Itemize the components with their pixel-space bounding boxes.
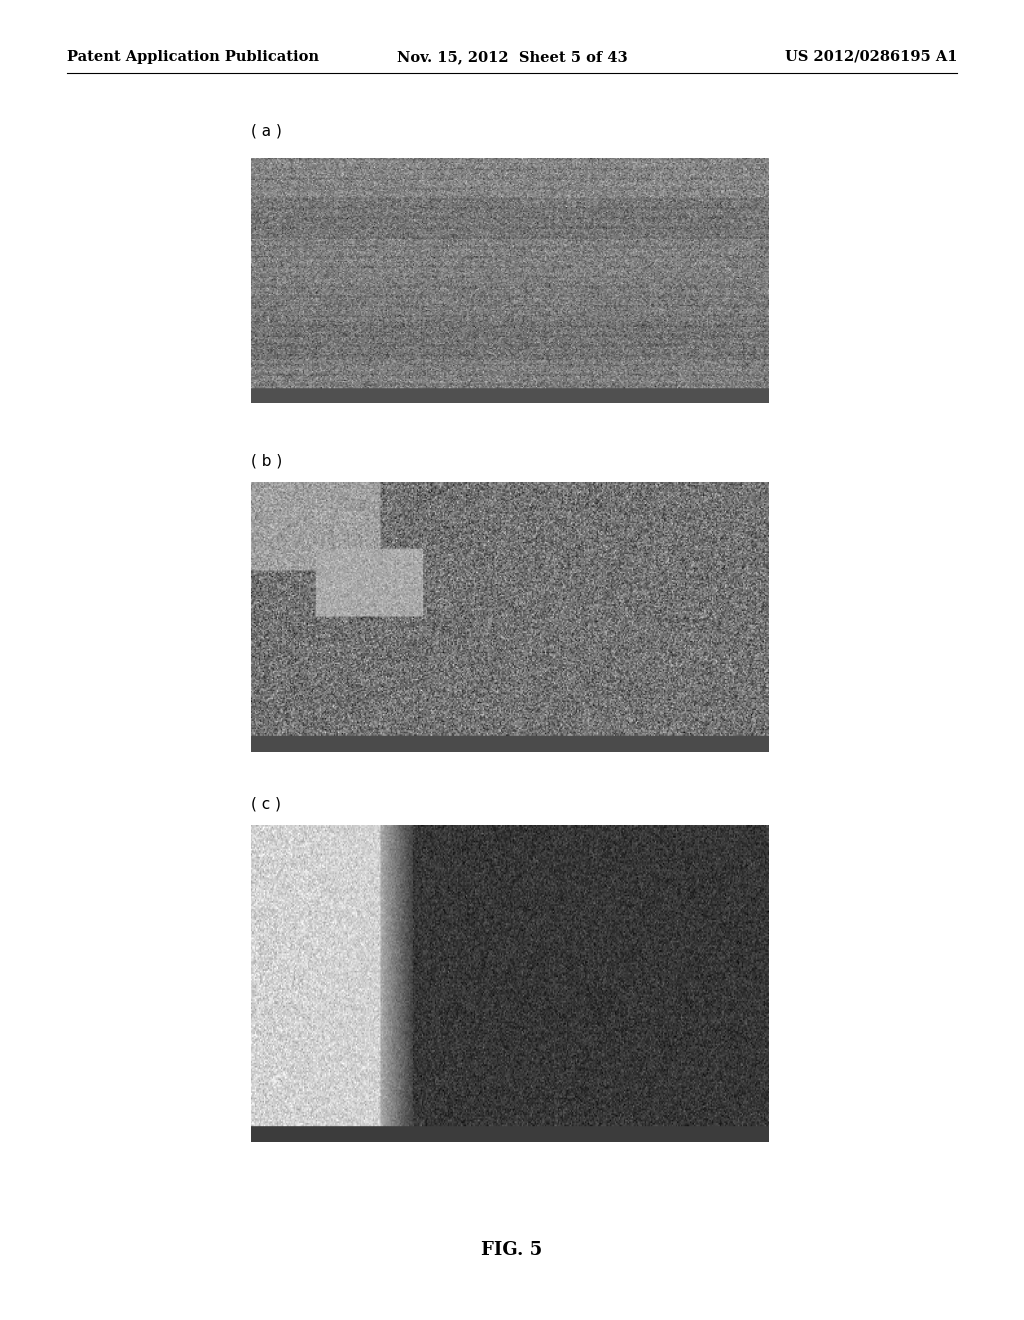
- Text: Patent Application Publication: Patent Application Publication: [67, 50, 318, 63]
- Text: ( c ): ( c ): [251, 797, 281, 812]
- Text: ( b ): ( b ): [251, 454, 283, 469]
- Text: FIG. 5: FIG. 5: [481, 1241, 543, 1259]
- Text: US 2012/0286195 A1: US 2012/0286195 A1: [785, 50, 957, 63]
- Text: Nov. 15, 2012  Sheet 5 of 43: Nov. 15, 2012 Sheet 5 of 43: [396, 50, 628, 63]
- Text: ( a ): ( a ): [251, 124, 282, 139]
